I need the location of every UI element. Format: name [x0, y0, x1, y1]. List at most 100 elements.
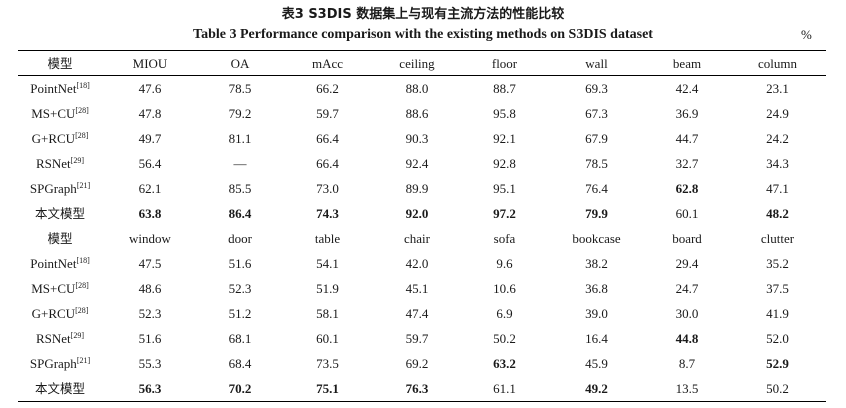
- bottom-rule: [18, 401, 826, 403]
- header-cell-model: 模型: [47, 231, 73, 246]
- table-row: RSNet[29] 56.4 — 66.4 92.4 92.8 78.5 32.7 34.3: [18, 151, 826, 176]
- model-name: SPGraph: [29, 181, 77, 196]
- value-cell: 16.4: [585, 331, 608, 346]
- model-name-cell: G+RCU[28]: [18, 301, 102, 326]
- model-name-cell: MS+CU[28]: [18, 276, 102, 301]
- model-name-cell: 本文模型: [18, 376, 102, 401]
- value-cell: 6.9: [496, 306, 513, 321]
- table-row: G+RCU[28] 52.3 51.2 58.1 47.4 6.9 39.0 30.0 41.9: [18, 301, 826, 326]
- model-name-cell: MS+CU[28]: [18, 101, 102, 126]
- table-title-english: Table 3 Performance comparison with the …: [193, 27, 653, 42]
- value-cell: 9.6: [496, 256, 513, 271]
- value-cell: 55.3: [138, 356, 162, 371]
- model-name-cell: RSNet[29]: [18, 151, 102, 176]
- value-cell: 47.1: [766, 181, 789, 196]
- citation-ref: [28]: [75, 281, 89, 290]
- value-cell: 47.5: [138, 256, 162, 271]
- value-cell: 23.1: [766, 81, 789, 96]
- value-cell: 95.8: [493, 106, 516, 121]
- header-rule: [18, 75, 826, 76]
- header-cell-MIOU: MIOU: [132, 56, 168, 71]
- value-cell: 51.6: [138, 331, 162, 346]
- value-cell: 13.5: [675, 381, 699, 396]
- top-rule: [18, 50, 826, 52]
- value-cell: 54.1: [316, 256, 339, 271]
- value-cell: 47.4: [405, 306, 429, 321]
- table-row: PointNet[18] 47.6 78.5 66.2 88.0 88.7 69.3 42.4…: [18, 76, 826, 101]
- value-cell: 68.1: [228, 331, 252, 346]
- model-name-cell: RSNet[29]: [18, 326, 102, 351]
- value-cell: 30.0: [675, 306, 699, 321]
- value-cell: 73.0: [316, 181, 339, 196]
- header-cell-door: door: [228, 231, 252, 246]
- value-cell: 45.1: [405, 281, 429, 296]
- model-name: G+RCU: [31, 131, 76, 146]
- value-cell: 39.0: [585, 306, 608, 321]
- value-cell: 35.2: [766, 256, 789, 271]
- value-cell: 24.2: [766, 131, 789, 146]
- value-cell: 81.1: [228, 131, 252, 146]
- value-cell: 51.2: [228, 306, 252, 321]
- value-cell: 60.1: [316, 331, 339, 346]
- value-cell: 45.9: [585, 356, 608, 371]
- value-cell: 70.2: [228, 381, 252, 396]
- table-row: PointNet[18] 47.5 51.6 54.1 42.0 9.6 38.2 29.4 3…: [18, 251, 826, 276]
- model-name: PointNet: [30, 81, 77, 96]
- header-cell-sofa: sofa: [493, 231, 516, 246]
- value-cell: 52.0: [766, 331, 789, 346]
- model-name-cell: 本文模型: [18, 201, 102, 226]
- header-cell-board: board: [672, 231, 702, 246]
- value-cell: 34.3: [766, 156, 789, 171]
- value-cell: 97.2: [493, 206, 516, 221]
- header-cell-table: table: [314, 231, 341, 246]
- value-cell: 88.6: [405, 106, 429, 121]
- table-row: 本文模型 56.3 70.2 75.1 76.3 61.1 49.2 13.5 50.2: [18, 376, 826, 401]
- value-cell: 79.9: [585, 206, 608, 221]
- value-cell: 75.1: [316, 381, 339, 396]
- table-row: G+RCU[28] 49.7 81.1 66.4 90.3 92.1 67.9 44.7 24.…: [18, 126, 826, 151]
- citation-ref: [28]: [75, 131, 89, 140]
- model-name: RSNet: [36, 156, 71, 171]
- citation-ref: [18]: [76, 81, 90, 90]
- value-cell: 63.2: [493, 356, 516, 371]
- model-name: G+RCU: [31, 306, 76, 321]
- value-cell: 67.3: [585, 106, 608, 121]
- value-cell: 49.7: [138, 131, 162, 146]
- header-cell-floor: floor: [491, 56, 518, 71]
- header-cell-column: column: [758, 56, 797, 71]
- model-name-cell: SPGraph[21]: [18, 176, 102, 201]
- value-cell: 56.4: [138, 156, 162, 171]
- table-title-chinese: 表3 S3DIS 数据集上与现有主流方法的性能比较: [281, 7, 565, 22]
- header-cell-clutter: clutter: [760, 231, 795, 246]
- header-cell-ceiling: ceiling: [399, 56, 435, 71]
- value-cell: 50.2: [493, 331, 516, 346]
- value-cell: 61.1: [493, 381, 516, 396]
- value-cell: 8.7: [678, 356, 696, 371]
- value-cell: 92.0: [405, 206, 429, 221]
- value-cell: 52.9: [766, 356, 789, 371]
- citation-ref: [28]: [75, 106, 89, 115]
- table-row: 本文模型 63.8 86.4 74.3 92.0 97.2 79.9 60.1 48.2: [18, 201, 826, 226]
- value-cell: 66.4: [316, 131, 339, 146]
- value-cell: 60.1: [675, 206, 699, 221]
- header-cell-wall: wall: [585, 56, 608, 71]
- citation-ref: [28]: [75, 306, 89, 315]
- value-cell: 86.4: [228, 206, 252, 221]
- table-row: MS+CU[28] 48.6 52.3 51.9 45.1 10.6 36.8 24.7 37.…: [18, 276, 826, 301]
- value-cell: 78.5: [228, 81, 252, 96]
- value-cell: 62.1: [138, 181, 162, 196]
- header-cell-model: 模型: [47, 56, 73, 71]
- value-cell: 50.2: [766, 381, 789, 396]
- model-name: MS+CU: [31, 106, 76, 121]
- value-cell: 29.4: [675, 256, 699, 271]
- value-cell: 66.2: [316, 81, 339, 96]
- value-cell: 92.8: [493, 156, 516, 171]
- value-cell: 56.3: [138, 381, 162, 396]
- citation-ref: [21]: [76, 181, 91, 190]
- model-name-cell: SPGraph[21]: [18, 351, 102, 376]
- value-cell: 44.8: [675, 331, 699, 346]
- value-cell: 38.2: [585, 256, 608, 271]
- model-name: 本文模型: [34, 206, 85, 221]
- value-cell: 52.3: [228, 281, 252, 296]
- citation-ref: [21]: [76, 356, 91, 365]
